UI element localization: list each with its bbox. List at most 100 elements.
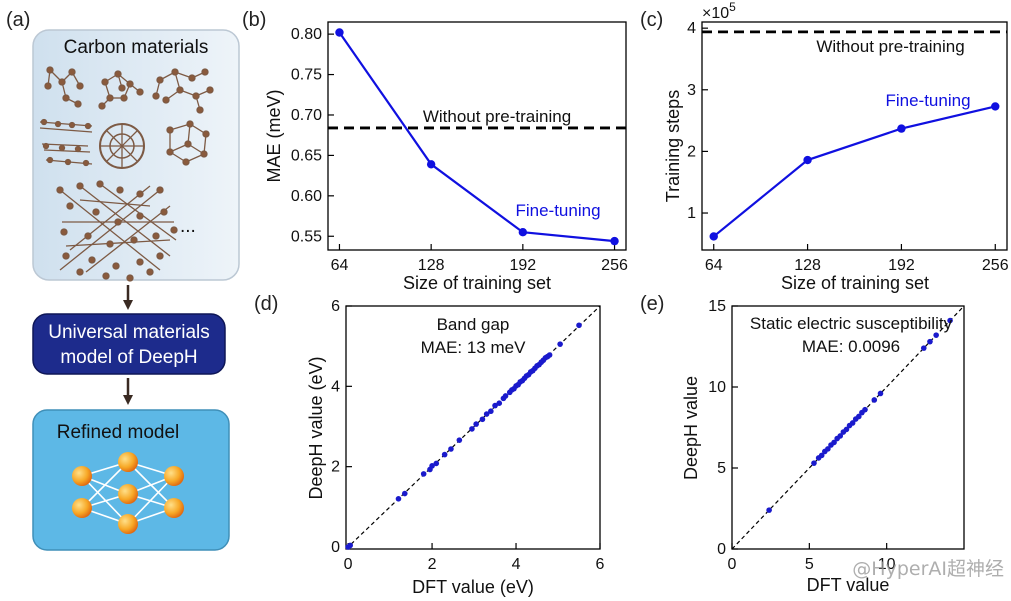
chart-b-frame — [327, 21, 627, 251]
chart-c-xtick-label: 192 — [888, 257, 915, 274]
chart-e-ytick-label: 15 — [708, 298, 726, 315]
chart-e-title: Static electric susceptibility — [750, 314, 953, 333]
chart-e-data-point — [877, 390, 884, 397]
panel-label-d: (d) — [254, 293, 278, 315]
chart-b-ytick-label: 0.80 — [291, 26, 322, 43]
refined-model-title: Refined model — [57, 422, 180, 443]
chart-e-data-point — [766, 507, 772, 513]
chart-d-ytick-label: 2 — [331, 459, 340, 476]
chart-e-data-point — [825, 446, 831, 452]
chart-b-xtick-label: 256 — [601, 257, 628, 274]
panel-label-a: (a) — [6, 9, 30, 31]
watermark-text: @HyperAI超神经 — [852, 558, 1004, 580]
chart-d-data-point — [496, 400, 503, 407]
chart-b-ytick-label: 0.55 — [291, 228, 322, 245]
chart-e-data-point — [818, 452, 825, 459]
chart-e-frame — [731, 305, 965, 550]
chart-d-xlabel: DFT value (eV) — [412, 577, 534, 597]
chart-b-ytick-label: 0.60 — [291, 188, 322, 205]
chart-b-ylabel: MAE (meV) — [264, 89, 284, 182]
chart-d-xtick-label: 0 — [344, 556, 353, 573]
chart-c-xlabel: Size of training set — [781, 273, 929, 293]
chart-b-ytick-label: 0.75 — [291, 67, 322, 84]
chart-c-ylabel: Training steps — [663, 90, 683, 202]
chart-e-data-point — [862, 406, 868, 413]
chart-e-ylabel: DeepH value — [681, 376, 701, 480]
chart-d-ytick-label: 6 — [331, 298, 340, 315]
chart-d-data-point — [473, 421, 479, 427]
chart-d-xtick-label: 6 — [596, 556, 605, 573]
arrow-down-icon-2 — [123, 378, 133, 405]
chart-d-data-point — [441, 451, 448, 458]
chart-e-xtick-label: 5 — [805, 556, 814, 573]
molecule-icon-1 — [44, 66, 84, 108]
molecule-icon-2 — [98, 70, 144, 110]
chart-d-ytick-label: 0 — [331, 539, 340, 556]
chart-e-susceptibility: 0 5 10 15 0 5 10 Static electric susceptibilit… — [681, 298, 965, 595]
chart-b-ytick-label: 0.70 — [291, 107, 322, 124]
chart-d-data-point — [433, 460, 440, 467]
chart-d-data-point — [456, 437, 463, 443]
chart-d-mae: MAE: 13 meV — [421, 338, 527, 357]
chart-b-xtick-label: 192 — [509, 257, 536, 274]
chart-b-ytick-label: 0.65 — [291, 147, 322, 164]
chart-c-xtick-label: 256 — [982, 257, 1009, 274]
chart-e-mae: MAE: 0.0096 — [802, 337, 900, 356]
chart-e-data-point — [831, 439, 837, 446]
chart-d-ytick-label: 4 — [331, 378, 340, 395]
panel-a: (a) Carbon materials — [6, 9, 240, 551]
chart-e-data-point — [856, 413, 862, 420]
chart-c-series-label: Fine-tuning — [885, 91, 970, 110]
chart-c-training-steps: 1 2 3 4 64 128 192 256 Without pre-training Fin… — [663, 0, 1009, 293]
chart-d-band-gap: 0 2 4 6 0 2 4 6 Band gap MAE: 13 meV DFT value … — [306, 298, 605, 597]
chart-e-data-point — [947, 317, 953, 324]
ellipsis-text: ... — [180, 216, 196, 237]
neural-network-icon — [72, 452, 184, 534]
chart-d-data-point — [420, 471, 427, 477]
chart-b-data-point — [426, 160, 436, 169]
chart-e-data-point — [811, 460, 817, 466]
chart-c-data-point — [803, 155, 812, 165]
chart-d-data-point — [546, 352, 553, 358]
fullerene-icon — [99, 123, 145, 169]
chart-d-data-point — [448, 446, 454, 452]
chart-e-data-point — [849, 420, 856, 426]
chart-c-xtick-label: 128 — [794, 257, 821, 274]
chart-e-ytick-label: 0 — [717, 541, 726, 558]
universal-model-box — [32, 313, 226, 375]
molecule-icon-3 — [152, 68, 214, 114]
arrow-down-icon-1 — [123, 285, 133, 310]
chart-d-data-point — [483, 411, 490, 417]
chart-e-data-point — [927, 338, 933, 345]
chart-d-data-point — [557, 341, 563, 347]
chart-e-data-point — [837, 433, 844, 439]
chart-e-data-point — [920, 345, 927, 351]
panel-label-b: (b) — [242, 9, 266, 31]
graphene-sheet-icon — [39, 118, 93, 167]
chart-d-data-point — [401, 490, 408, 497]
chart-c-reference-label: Without pre-training — [816, 37, 964, 56]
chart-d-data-point — [479, 416, 486, 423]
chart-d-ylabel: DeepH value (eV) — [306, 356, 326, 499]
chart-e-xtick-label: 0 — [728, 556, 737, 573]
chart-d-data-point — [492, 402, 498, 409]
chart-d-data-point — [576, 322, 582, 329]
chart-e-data-point — [871, 397, 878, 403]
chart-d-data-point — [429, 463, 435, 469]
diamond-lattice-icon — [56, 180, 178, 282]
chart-e-ytick-label: 10 — [708, 379, 726, 396]
chart-b-data-point — [518, 228, 528, 237]
chart-c-data-point — [709, 232, 718, 241]
chart-c-ytick-label: 4 — [687, 20, 696, 37]
chart-b-mae: 0.55 0.60 0.65 0.70 0.75 0.80 64 128 192 256 With… — [264, 21, 628, 293]
universal-model-line-1: Universal materials — [48, 322, 210, 343]
chart-c-series-line — [713, 105, 996, 238]
chart-d-xtick-label: 2 — [428, 556, 437, 573]
cage-structure-icon — [166, 120, 210, 166]
chart-b-data-point — [335, 28, 344, 37]
universal-model-line-2: model of DeepH — [60, 347, 197, 368]
chart-d-data-point — [469, 426, 475, 432]
chart-c-frame — [701, 21, 1008, 251]
chart-e-ytick-label: 5 — [717, 460, 726, 477]
chart-e-xtick-label: 10 — [878, 556, 896, 573]
